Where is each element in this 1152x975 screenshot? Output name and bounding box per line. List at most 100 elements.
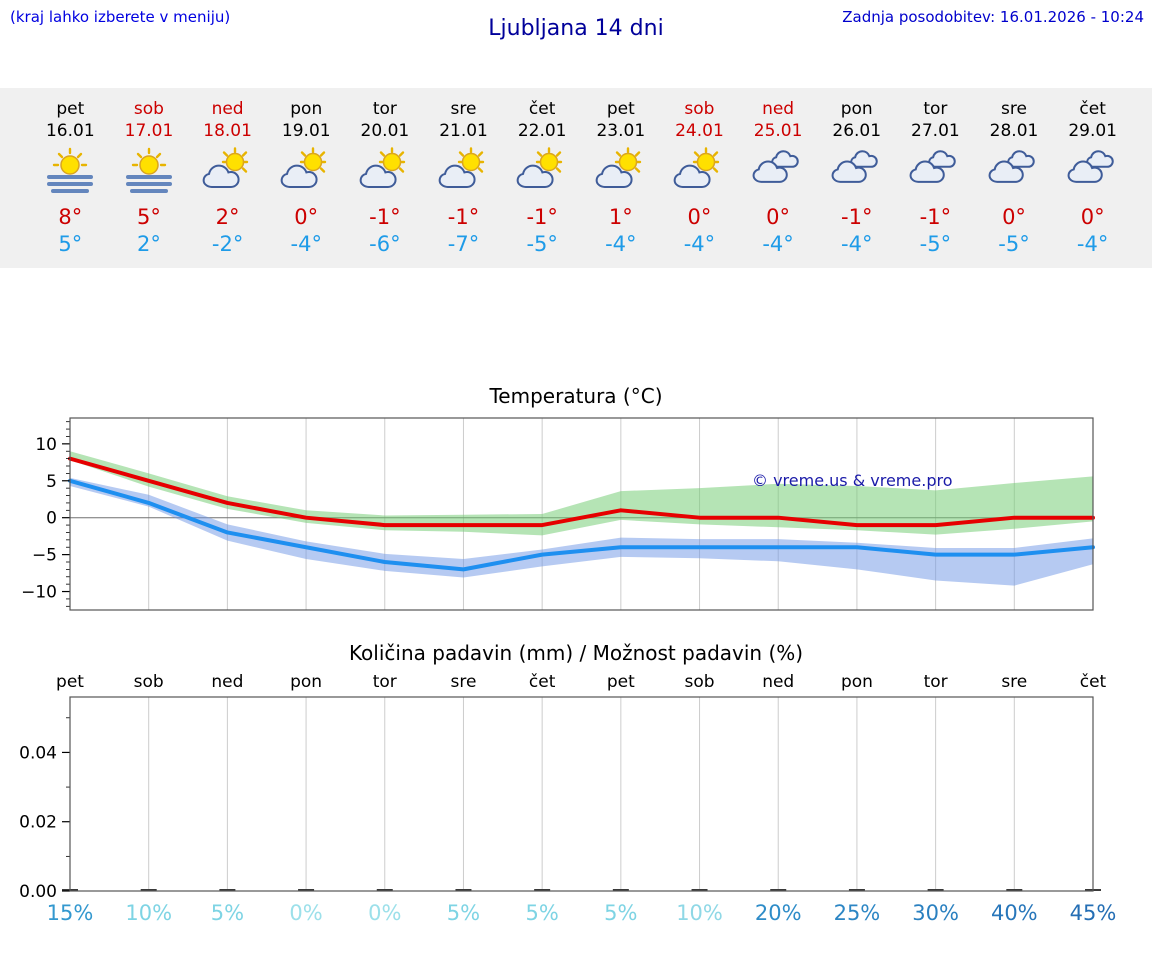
day-date: 20.01 [360, 121, 410, 141]
day-date: 18.01 [203, 121, 252, 141]
sun-fog-icon [31, 147, 110, 199]
precip-bar [1006, 889, 1023, 891]
forecast-day: ned 18.01 2° -2° [188, 98, 267, 258]
forecast-day: pet 16.01 8° 5° [31, 98, 110, 258]
day-date: 16.01 [45, 121, 95, 141]
min-temp-value: -4° [1076, 232, 1109, 256]
precip-bar [298, 889, 315, 891]
precip-probability: 5% [525, 901, 558, 925]
day-name: pet [56, 99, 85, 119]
precip-probability: 25% [834, 901, 881, 925]
day-name: čet [528, 99, 556, 119]
min-temp-value: -4° [290, 232, 322, 256]
precipitation-chart-block: Količina padavin (mm) / Možnost padavin … [0, 641, 1152, 933]
precip-probability: 5% [211, 901, 244, 925]
day-date: 26.01 [832, 121, 882, 141]
sun-cloud-icon [424, 147, 503, 199]
forecast-strip: pet 16.01 8° 5° sob 17.01 5° 2° [0, 88, 1152, 268]
day-name: ned [211, 99, 244, 119]
forecast-day: ned 25.01 0° -4° [739, 98, 818, 258]
min-temp-value: -4° [841, 232, 873, 256]
max-temp-value: 0° [766, 205, 791, 229]
min-temp-value: -4° [762, 232, 794, 256]
min-temp-value: -4° [605, 232, 637, 256]
cloud-icon [739, 147, 818, 199]
day-date: 19.01 [281, 121, 331, 141]
day-name: ned [762, 99, 795, 119]
sun-cloud-icon [660, 147, 739, 199]
day-label: sob [685, 672, 715, 692]
day-name: tor [372, 99, 397, 119]
max-temp-value: 2° [215, 205, 240, 229]
max-temp-value: -1° [841, 205, 873, 229]
forecast-day: sob 24.01 0° -4° [660, 98, 739, 258]
day-name: sre [1001, 99, 1027, 119]
forecast-day: čet 29.01 0° -4° [1053, 98, 1132, 258]
day-label: tor [373, 672, 397, 692]
day-date: 23.01 [596, 121, 646, 141]
day-date: 22.01 [517, 121, 567, 141]
precip-probability: 10% [125, 901, 172, 925]
day-label: sre [1001, 672, 1027, 692]
day-name: sob [133, 99, 164, 119]
min-temp-value: -7° [447, 232, 480, 256]
max-temp-value: 0° [294, 205, 319, 229]
max-temp-value: -1° [526, 205, 558, 229]
max-temp-value: -1° [447, 205, 480, 229]
max-temp-value: 5° [137, 205, 161, 229]
min-temp-value: -5° [526, 232, 558, 256]
cloud-icon [1053, 147, 1132, 199]
forecast-day: tor 20.01 -1° -6° [346, 98, 425, 258]
watermark-link[interactable]: © vreme.us & vreme.pro [752, 471, 953, 490]
sun-fog-icon [110, 147, 189, 199]
precip-bar [376, 889, 393, 891]
precip-probability: 0% [289, 901, 322, 925]
precipitation-chart: pet sob ned pon tor sre čet pet sob ned pon tor sre č… [19, 672, 1117, 925]
precip-probability: 10% [676, 901, 723, 925]
cloud-icon [975, 147, 1054, 199]
precip-bar [770, 889, 787, 891]
day-date: 29.01 [1068, 121, 1117, 141]
y-tick-label: −10 [21, 583, 57, 603]
min-temp-value: 5° [58, 232, 83, 256]
day-date: 25.01 [753, 121, 803, 141]
min-temp-value: -6° [369, 232, 401, 256]
min-temp-value: -5° [998, 232, 1030, 256]
forecast-day: sob 17.01 5° 2° [110, 98, 189, 258]
day-date: 24.01 [675, 121, 724, 141]
min-temp-value: -2° [211, 232, 244, 256]
day-date: 27.01 [911, 121, 960, 141]
temp-chart-title: Temperatura (°C) [489, 384, 663, 408]
precip-probability: 40% [991, 901, 1038, 925]
day-date: 17.01 [124, 121, 174, 141]
forecast-day: pon 19.01 0° -4° [267, 98, 346, 258]
day-name: pon [840, 99, 873, 119]
y-tick-label: 0 [46, 509, 57, 529]
page-header: (kraj lahko izberete v meniju) Ljubljana… [0, 0, 1152, 88]
max-temp-value: 0° [1080, 205, 1105, 229]
min-temp-value: -4° [683, 232, 716, 256]
precip-probability: 5% [447, 901, 480, 925]
day-label: tor [924, 672, 948, 692]
precip-chart-title: Količina padavin (mm) / Možnost padavin … [348, 641, 804, 665]
day-label: sre [450, 672, 476, 692]
day-label: ned [762, 672, 794, 692]
min-temp-range-band [70, 477, 1093, 586]
sun-cloud-icon [267, 147, 346, 199]
forecast-day: sre 28.01 0° -5° [975, 98, 1054, 258]
day-name: čet [1079, 99, 1106, 119]
day-label: čet [529, 672, 556, 692]
min-temp-line [68, 478, 1095, 572]
precip-probability: 45% [1070, 901, 1117, 925]
y-tick-label: −5 [32, 546, 57, 566]
plot-border [69, 696, 1094, 892]
temperature-chart-block: Temperatura (°C) 10 5 0 −5 −10 © vreme.us & v… [0, 384, 1152, 623]
day-date: 28.01 [989, 121, 1039, 141]
precip-probability: 30% [912, 901, 959, 925]
y-tick-label: 5 [46, 472, 57, 492]
day-name: sre [450, 99, 477, 119]
menu-hint: (kraj lahko izberete v meniju) [10, 8, 231, 26]
precip-probability: 5% [604, 901, 637, 925]
forecast-day: pon 26.01 -1° -4° [817, 98, 896, 258]
day-label: pon [290, 672, 322, 692]
